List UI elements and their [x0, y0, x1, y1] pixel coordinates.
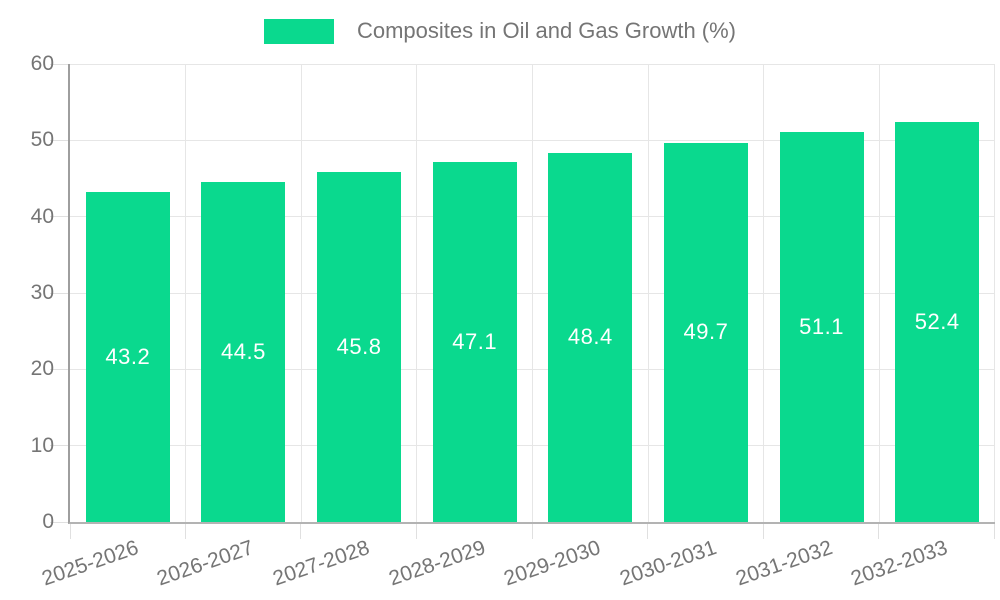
v-gridline: [647, 64, 649, 522]
x-axis-tick: [994, 524, 995, 539]
x-axis-tick: [415, 524, 417, 539]
y-axis-label: 40: [30, 204, 54, 228]
bar-value-label: 43.2: [105, 344, 151, 370]
y-axis-tick: [50, 139, 68, 141]
bar[interactable]: 44.5: [201, 182, 286, 522]
bar[interactable]: 43.2: [85, 192, 170, 522]
v-gridline: [878, 64, 880, 522]
bar[interactable]: 51.1: [779, 131, 864, 522]
y-axis-label: 0: [42, 510, 54, 533]
bar[interactable]: 48.4: [548, 152, 633, 522]
x-axis-tick: [878, 524, 880, 539]
bar[interactable]: 49.7: [663, 142, 748, 522]
y-axis-tick: [50, 521, 68, 523]
y-axis-tick: [50, 216, 68, 218]
x-axis-tick: [647, 524, 649, 539]
y-axis-label: 60: [30, 52, 54, 75]
v-gridline: [300, 64, 302, 522]
bar[interactable]: 45.8: [317, 172, 402, 522]
v-gridline: [416, 64, 418, 522]
legend-swatch-icon: [263, 18, 334, 44]
bar-value-label: 52.4: [914, 309, 960, 334]
v-gridline: [993, 64, 995, 522]
bar[interactable]: 47.1: [432, 162, 517, 522]
bar-value-label: 49.7: [683, 319, 729, 345]
bar-value-label: 48.4: [567, 324, 613, 350]
chart-legend: Composites in Oil and Gas Growth (%): [0, 10, 1000, 52]
y-axis-tick: [50, 63, 68, 65]
v-gridline: [532, 64, 533, 522]
y-axis-tick: [50, 445, 68, 447]
bar[interactable]: 52.4: [895, 122, 980, 522]
bar-value-label: 44.5: [221, 339, 266, 365]
legend-label: Composites in Oil and Gas Growth (%): [356, 18, 737, 43]
y-axis-label: 30: [30, 281, 54, 304]
x-axis-tick: [300, 524, 302, 539]
bar-value-label: 51.1: [799, 313, 844, 339]
bar-value-label: 47.1: [452, 329, 498, 355]
y-axis-label: 50: [30, 128, 54, 152]
y-axis-tick: [50, 292, 68, 294]
v-gridline: [185, 64, 187, 522]
x-axis-tick: [184, 524, 186, 539]
y-axis-label: 10: [30, 433, 54, 457]
x-axis-tick: [762, 524, 764, 539]
y-axis-label: 20: [30, 357, 54, 381]
plot-area: 0 10 20 30 40 50 60 43.2 44.5 45.8 47.1 48.4 49.7 51.…: [31, 52, 995, 590]
v-gridline: [763, 64, 765, 522]
y-axis-tick: [50, 368, 68, 370]
x-axis-tick: [531, 524, 533, 539]
bar-value-label: 45.8: [336, 334, 382, 360]
x-axis-tick: [70, 524, 71, 539]
